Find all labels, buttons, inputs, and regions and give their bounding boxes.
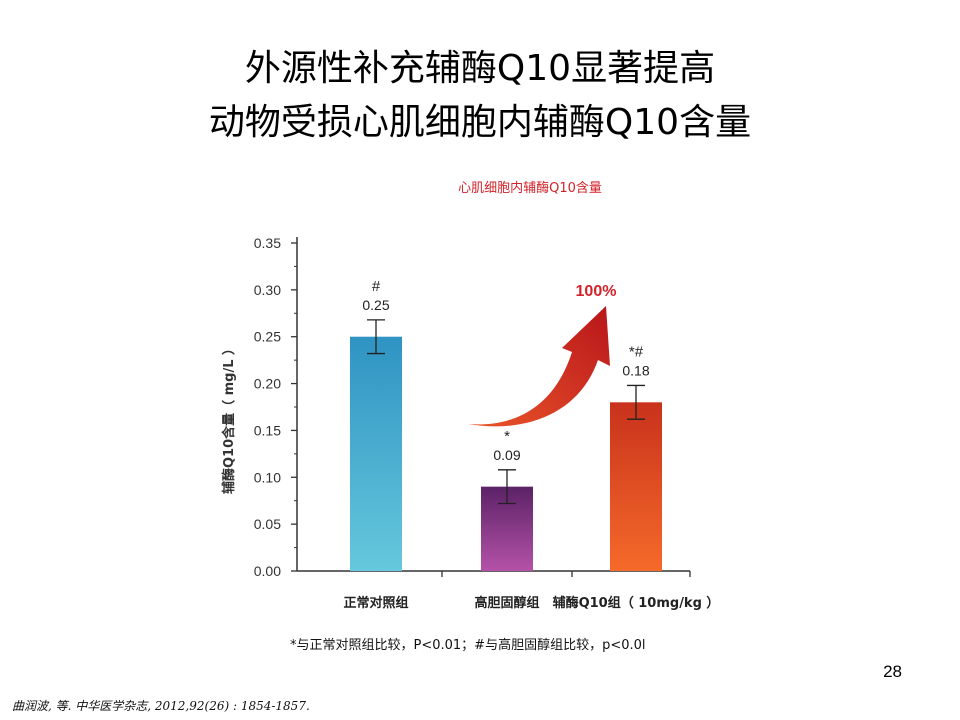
y-tick-label: 0.25 (254, 329, 281, 345)
x-axis (297, 570, 691, 577)
increase-annotation: 100% (576, 283, 617, 300)
bar-3 (610, 402, 662, 571)
significance-marker: # (372, 278, 381, 295)
significance-marker: *# (629, 343, 644, 360)
page-number: 28 (883, 662, 902, 681)
citation: 曲润波, 等. 中华医学杂志, 2012,92(26) : 1854-1857. (12, 699, 310, 713)
bar-value-label: 0.25 (362, 297, 389, 313)
slide-title-line-2: 动物受损心肌细胞内辅酶Q10含量 (208, 102, 752, 143)
y-axis: 0.00 0.05 0.10 0.15 0.20 0.25 0.30 0.35 (254, 235, 298, 579)
significance-marker: * (504, 428, 510, 445)
y-tick-label: 0.10 (254, 469, 281, 485)
y-tick-label: 0.20 (254, 376, 281, 392)
bar-value-label: 0.18 (622, 362, 649, 378)
growth-arrow-icon (468, 306, 610, 427)
category-label: 正常对照组 (343, 595, 408, 611)
y-axis-label: 辅酶Q10含量（ mg/L ） (221, 342, 237, 494)
y-tick-label: 0.30 (254, 282, 281, 298)
y-tick-label: 0.05 (254, 516, 281, 532)
y-tick-label: 0.00 (254, 563, 281, 579)
category-label: 辅酶Q10组（ 10mg/kg ） (553, 595, 720, 611)
significance-footnote: *与正常对照组比较，P<0.01；#与高胆固醇组比较，p<0.0l (290, 638, 646, 653)
bar-value-label: 0.09 (493, 447, 520, 463)
y-tick-label: 0.15 (254, 422, 281, 438)
y-tick-label: 0.35 (254, 235, 281, 251)
chart-title: 心肌细胞内辅酶Q10含量 (458, 181, 602, 196)
bar-1 (350, 336, 402, 571)
slide-title-line-1: 外源性补充辅酶Q10显著提高 (244, 48, 716, 89)
category-label: 高胆固醇组 (474, 595, 539, 611)
